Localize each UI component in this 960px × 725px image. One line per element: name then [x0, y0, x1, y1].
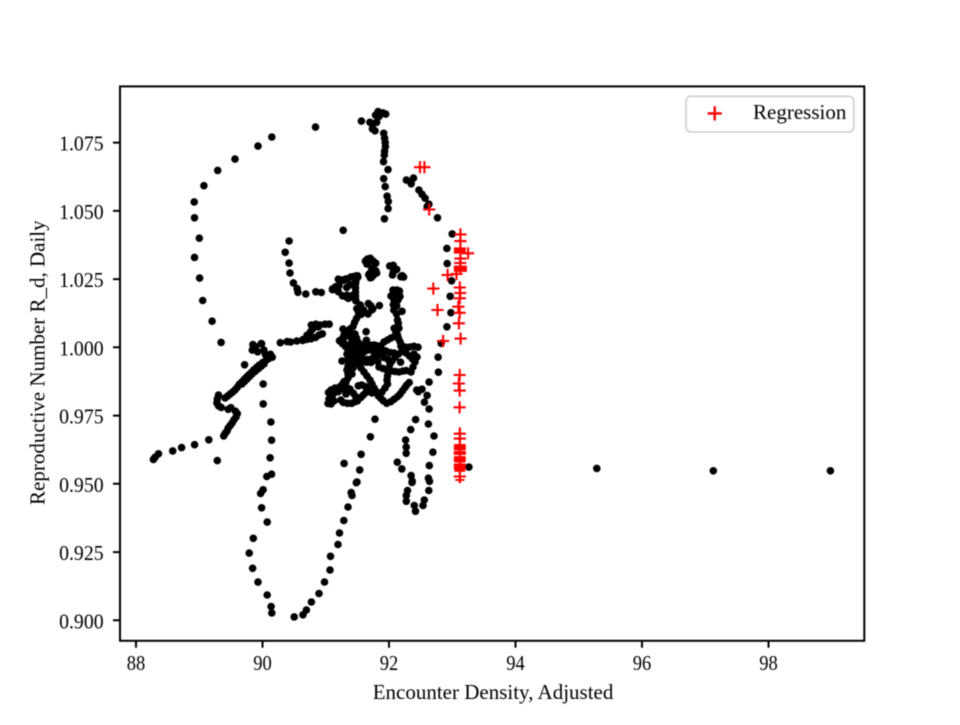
svg-text:0.975: 0.975: [59, 405, 104, 429]
svg-text:88: 88: [127, 651, 146, 675]
svg-text:0.950: 0.950: [59, 473, 104, 497]
svg-text:96: 96: [633, 651, 652, 675]
svg-text:Encounter Density, Adjusted: Encounter Density, Adjusted: [373, 680, 614, 704]
svg-text:0.900: 0.900: [59, 609, 104, 633]
svg-text:1.075: 1.075: [59, 132, 104, 156]
svg-text:1.025: 1.025: [59, 268, 104, 292]
svg-text:90: 90: [253, 651, 272, 675]
svg-text:92: 92: [380, 651, 399, 675]
svg-text:1.050: 1.050: [59, 200, 104, 224]
svg-text:94: 94: [506, 651, 525, 675]
svg-text:1.000: 1.000: [59, 336, 104, 360]
svg-text:Reproductive Number R_d, Daily: Reproductive Number R_d, Daily: [26, 220, 50, 505]
svg-text:98: 98: [759, 651, 778, 675]
svg-text:0.925: 0.925: [59, 541, 104, 565]
svg-text:Regression: Regression: [753, 100, 847, 124]
